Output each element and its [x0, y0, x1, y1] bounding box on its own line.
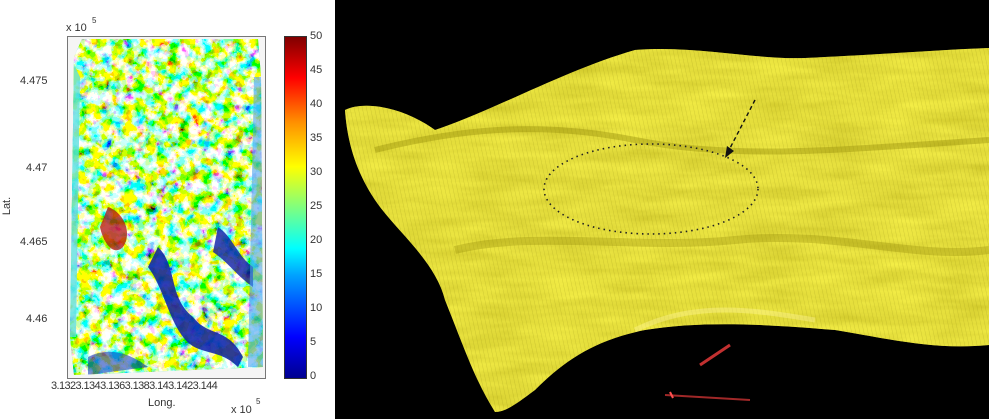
x-tick-label: 3.14	[149, 380, 169, 392]
y-tick-label: 4.475	[20, 75, 48, 87]
colorbar-tick: 35	[310, 132, 323, 144]
heatmap-svg	[70, 39, 263, 375]
colorbar-tick: 15	[310, 268, 323, 280]
colorbar-tick: 30	[310, 166, 323, 178]
y-scale-exponent: 5	[92, 16, 97, 25]
colorbar-tick: 25	[310, 200, 323, 212]
y-axis-label: Lat.	[1, 196, 14, 216]
x-scale-exponent: 5	[256, 397, 261, 406]
x-scale-label: x 10	[231, 404, 252, 416]
y-tick-label: 4.465	[20, 236, 48, 248]
colorbar-tick: 0	[310, 370, 317, 382]
x-tick-label: 3.132	[51, 380, 76, 392]
y-tick-label: 4.47	[26, 162, 48, 174]
probe-marker	[664, 343, 751, 401]
y-tick-label: 4.46	[26, 313, 48, 325]
colorbar-tick: 50	[310, 30, 323, 42]
annotation-arrow	[727, 99, 756, 153]
colorbar-tick: 10	[310, 302, 323, 314]
y-scale-label: x 10	[66, 22, 87, 34]
dotted-ellipse	[543, 143, 759, 235]
x-tick-label: 3.136	[100, 380, 125, 392]
colorbar	[284, 36, 307, 379]
terrain-3d-view	[335, 0, 989, 419]
colorbar-tick: 5	[310, 336, 317, 348]
left-map-panel: x 10 5 4.475 4.47 4.465 4.46 Lat.	[0, 0, 335, 419]
x-axis-label: Long.	[148, 397, 176, 409]
x-tick-labels: 3.1323.1343.1363.1383.143.1423.144	[51, 380, 266, 394]
colorbar-tick: 40	[310, 98, 323, 110]
terrain-svg	[335, 0, 989, 419]
x-tick-label: 3.134	[75, 380, 101, 392]
x-tick-label: 3.144	[192, 380, 218, 392]
colorbar-gradient	[285, 37, 306, 378]
colorbar-tick: 20	[310, 234, 323, 246]
x-tick-label: 3.142	[168, 380, 193, 392]
lat-long-heatmap	[67, 36, 266, 379]
arrow-head-icon	[725, 146, 734, 158]
colorbar-tick: 45	[310, 64, 323, 76]
x-tick-label: 3.138	[124, 380, 150, 392]
